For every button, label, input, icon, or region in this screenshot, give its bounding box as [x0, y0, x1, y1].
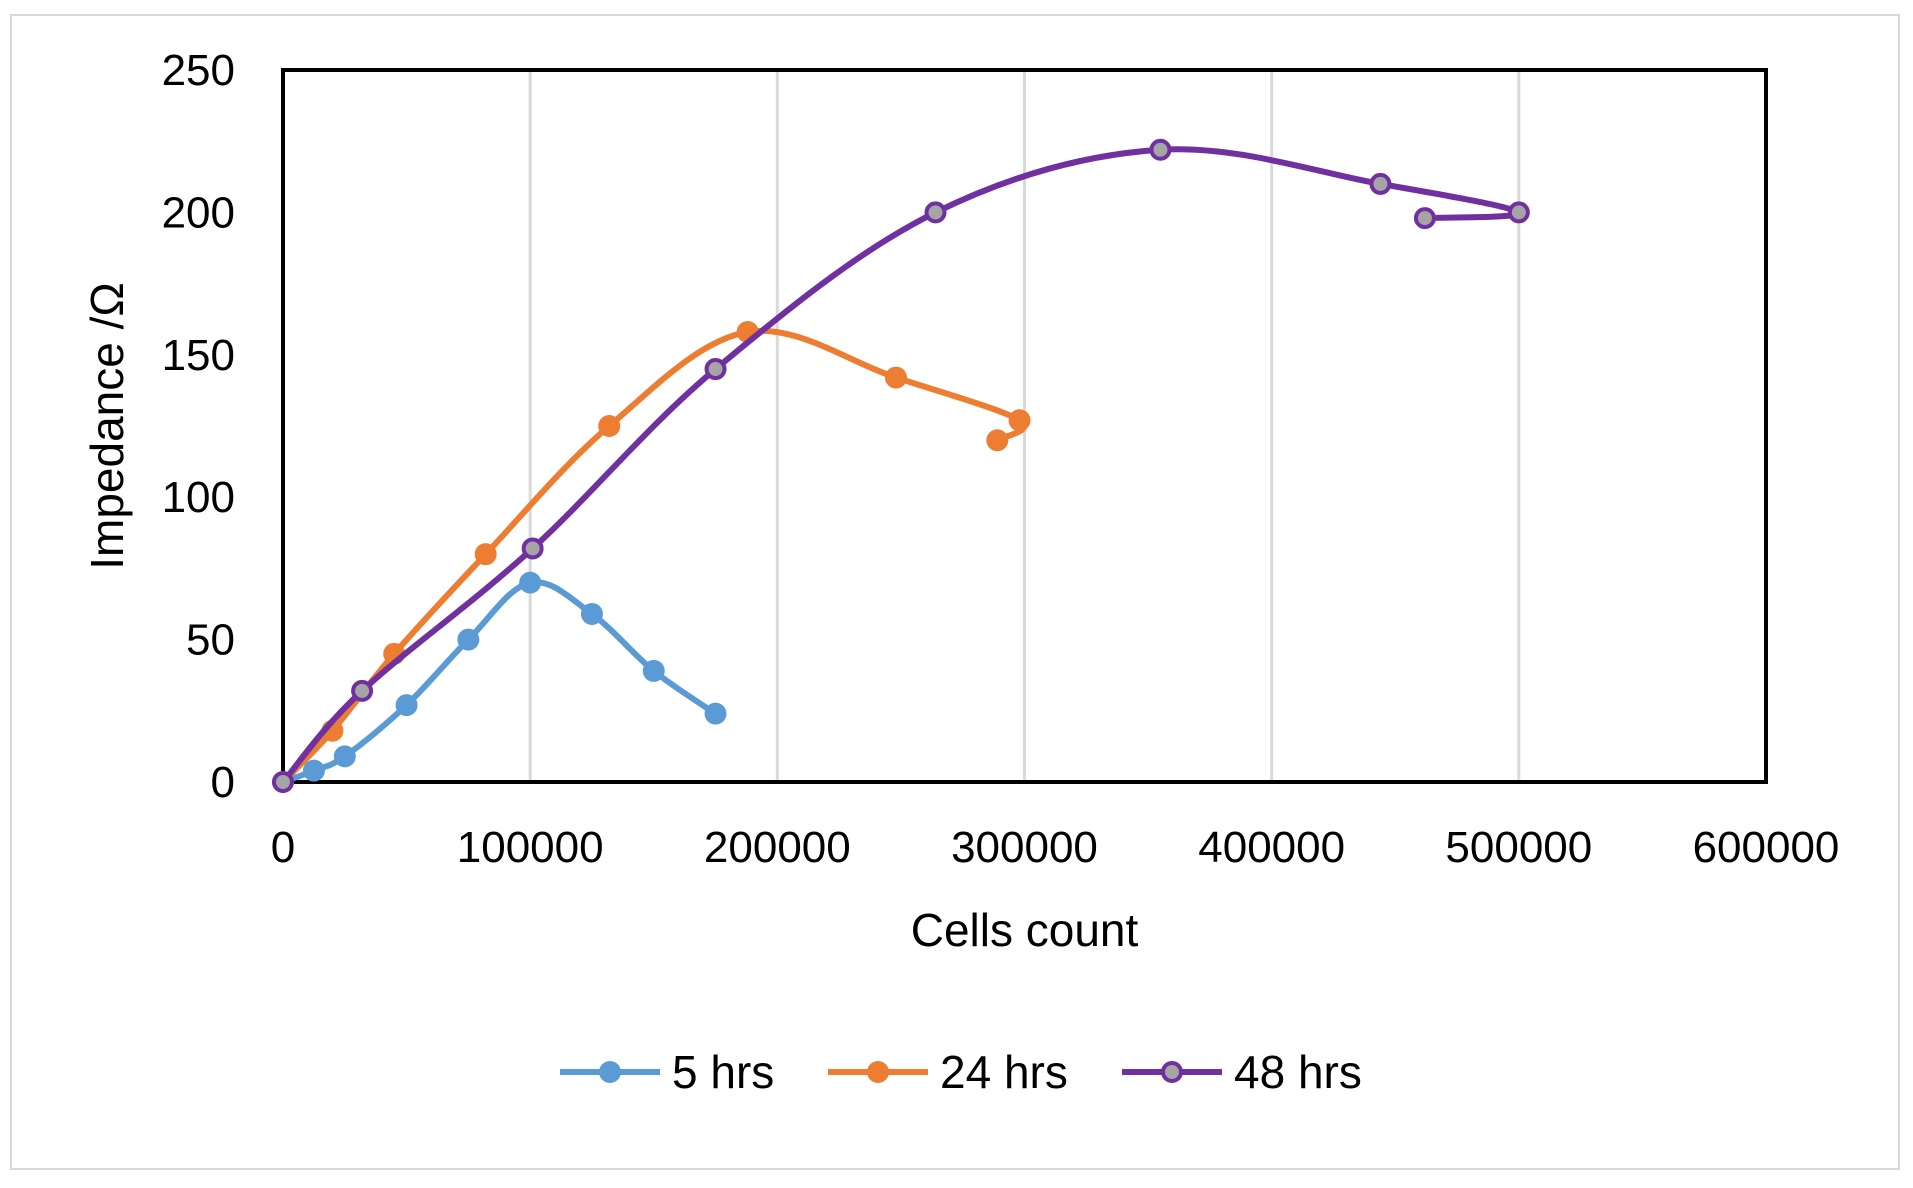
y-tick-label: 250 [162, 46, 235, 95]
legend-item-0: 5 hrs [560, 1046, 774, 1098]
data-point [474, 543, 497, 566]
gridlines [528, 70, 1521, 782]
data-point [704, 702, 727, 725]
legend-marker [1161, 1061, 1183, 1083]
y-tick-label: 0 [211, 758, 235, 807]
legend-marker [867, 1061, 889, 1083]
legend-item-2: 48 hrs [1122, 1046, 1362, 1098]
y-tick-label: 50 [186, 616, 235, 665]
series-layer [272, 138, 1530, 793]
y-tick-label: 150 [162, 331, 235, 380]
data-point [519, 571, 542, 594]
data-point [1507, 201, 1530, 224]
legend-label: 48 hrs [1234, 1046, 1362, 1098]
data-point [521, 537, 544, 560]
data-point [1008, 409, 1031, 432]
legend-item-1: 24 hrs [828, 1046, 1068, 1098]
data-point [1149, 138, 1172, 161]
legend-label: 24 hrs [940, 1046, 1068, 1098]
data-point [457, 628, 480, 651]
data-point [395, 694, 418, 717]
data-point [924, 201, 947, 224]
data-point [642, 659, 665, 682]
chart-frame [10, 14, 1900, 1170]
x-tick-label: 0 [271, 823, 295, 872]
data-point [351, 679, 374, 702]
y-tick-label: 100 [162, 473, 235, 522]
x-tick-label: 400000 [1198, 823, 1345, 872]
data-point [986, 429, 1009, 452]
plot-area-border [281, 68, 1768, 784]
tick-labels: 0 100000 200000 300000 400000 500000 600000 0 50… [162, 46, 1840, 872]
x-tick-label: 500000 [1445, 823, 1592, 872]
data-point [598, 415, 621, 437]
data-point [272, 771, 294, 793]
x-tick-label: 200000 [704, 823, 851, 872]
data-point [580, 602, 603, 625]
series-line [280, 146, 1522, 785]
x-tick-label: 300000 [951, 823, 1098, 872]
legend-marker [599, 1061, 621, 1083]
legend-label: 5 hrs [672, 1046, 774, 1098]
data-point [1413, 207, 1436, 230]
y-tick-label: 200 [162, 188, 235, 237]
data-point [302, 759, 325, 782]
series-0 [272, 571, 727, 793]
legend: 5 hrs 24 hrs 48 hrs [560, 1046, 1362, 1098]
data-point [704, 358, 727, 381]
series-2 [272, 138, 1530, 793]
data-point [884, 366, 907, 389]
x-tick-label: 100000 [457, 823, 604, 872]
y-axis-title: Impedance /Ω [81, 282, 133, 570]
data-point [333, 745, 356, 768]
x-axis-title: Cells count [911, 904, 1139, 956]
x-tick-label: 600000 [1693, 823, 1840, 872]
data-point [1369, 172, 1392, 195]
